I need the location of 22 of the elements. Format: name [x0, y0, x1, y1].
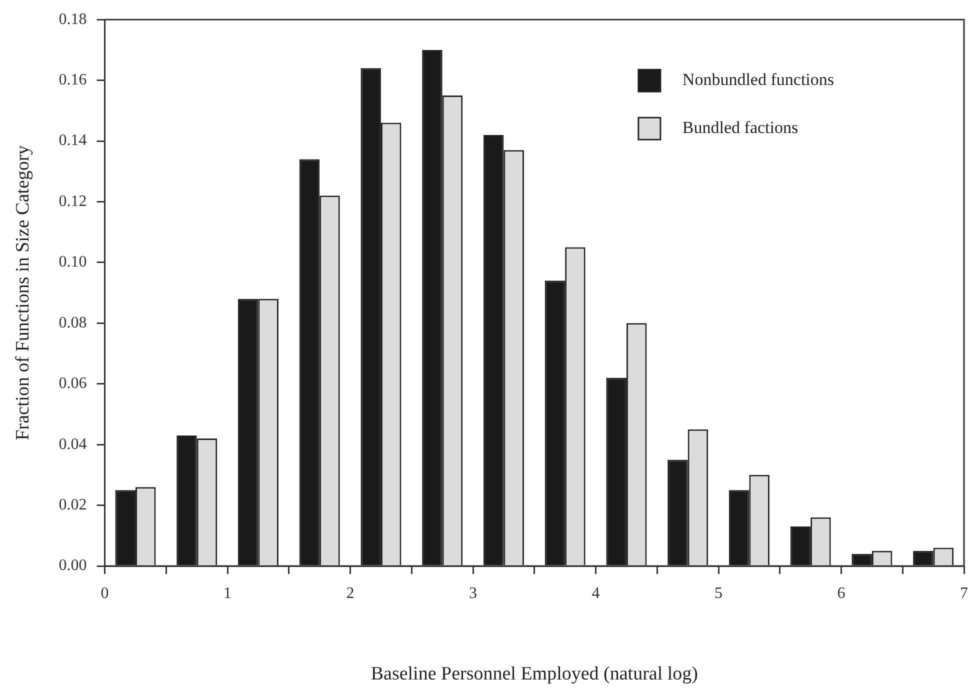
- y-tick-label: 0.02: [58, 496, 87, 514]
- legend-label: Bundled factions: [682, 118, 798, 138]
- y-tick-label: 0.18: [58, 10, 87, 28]
- x-tick-label: 4: [592, 584, 600, 602]
- y-tick-label: 0.06: [58, 375, 87, 392]
- y-tick-label: 0.08: [58, 314, 87, 332]
- y-tick-label: 0.04: [58, 436, 87, 453]
- y-axis-title: Fraction of Functions in Size Category: [12, 144, 34, 440]
- x-tick-label: 5: [714, 584, 723, 602]
- x-axis-title: Baseline Personnel Employed (natural log): [370, 664, 698, 685]
- y-tick-label: 0.14: [58, 132, 87, 150]
- y-tick-label: 0.00: [58, 557, 87, 574]
- y-tick-label: 0.12: [58, 192, 87, 210]
- y-tick-label: 0.16: [58, 72, 87, 89]
- y-tick-label: 0.10: [58, 254, 87, 271]
- x-tick-label: 2: [346, 584, 354, 602]
- x-tick-label: 7: [960, 584, 968, 602]
- x-tick-label: 3: [469, 584, 478, 602]
- legend-label: Nonbundled functions: [682, 70, 834, 90]
- x-tick-label: 0: [100, 584, 109, 602]
- x-tick-label: 6: [837, 584, 846, 602]
- x-tick-label: 1: [224, 584, 232, 602]
